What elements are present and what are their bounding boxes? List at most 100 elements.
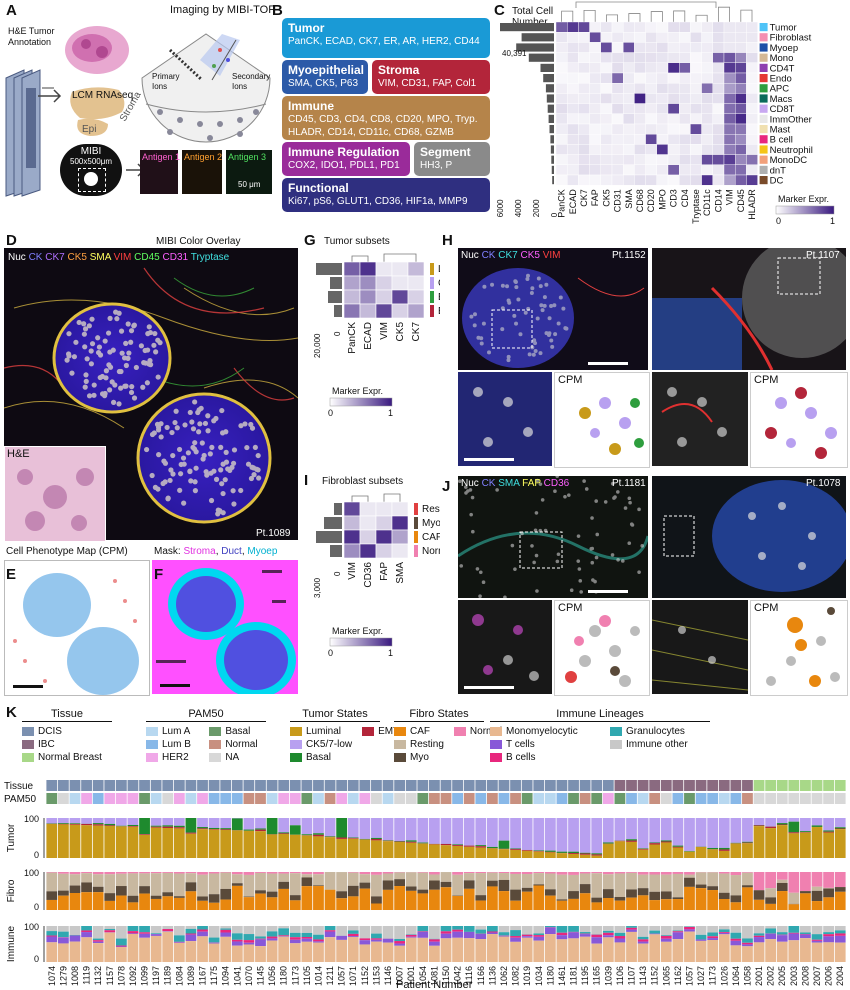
immune-seg — [730, 938, 742, 941]
immune-seg — [765, 926, 777, 929]
immune-seg — [765, 933, 777, 940]
heat-cell — [701, 164, 714, 176]
tumor-seg — [486, 818, 498, 847]
heat-cell — [746, 32, 758, 43]
tumor-seg — [115, 825, 127, 827]
tumor-seg — [301, 834, 313, 836]
subset-count-bar — [334, 305, 342, 317]
immune-seg — [289, 932, 301, 938]
pam50-cell — [429, 793, 440, 804]
patient-tick-label: 1065 — [661, 966, 671, 986]
fibro-seg — [521, 887, 533, 892]
legend-swatch — [209, 726, 222, 736]
immune-seg — [753, 926, 765, 934]
heat-cell — [667, 164, 680, 176]
immune-seg — [672, 930, 684, 932]
tumor-seg — [150, 826, 162, 828]
fibro-seg — [834, 872, 846, 888]
fibro-seg — [626, 872, 637, 890]
pam50-cell — [788, 793, 800, 804]
immune-seg — [498, 932, 510, 936]
legend-group-tissue: Tissue DCIS IBC Normal Breast — [22, 708, 112, 764]
immune-seg — [394, 945, 406, 962]
fibro-seg — [81, 892, 92, 910]
legend-swatch — [290, 752, 302, 762]
heat-cell — [690, 113, 702, 125]
tumor-seg — [510, 849, 521, 850]
tumor-seg — [626, 818, 637, 840]
pam50-cell — [115, 793, 127, 804]
heat-cell — [566, 72, 579, 84]
heat-cell — [589, 174, 601, 186]
fibro-seg — [486, 886, 498, 910]
marker-box-body: Ki67, pS6, GLUT1, CD36, HIF1a, MMP9 — [288, 196, 468, 207]
heat-cell — [723, 21, 736, 33]
immune-seg — [185, 934, 197, 942]
patient-tick-label: 2005 — [777, 966, 787, 986]
tumor-seg — [521, 818, 533, 850]
heat-cell — [667, 123, 680, 135]
heat-cell — [645, 174, 658, 186]
cell-type-swatch — [759, 165, 768, 174]
fibro-seg — [463, 872, 475, 874]
fibro-seg — [602, 898, 614, 910]
tumor-seg — [127, 818, 139, 825]
tumor-seg — [591, 853, 603, 855]
fibro-seg — [289, 900, 301, 910]
pam50-cell — [336, 793, 348, 804]
immune-seg — [753, 937, 765, 943]
immune-seg — [521, 936, 533, 938]
fibro-seg — [429, 874, 440, 881]
channel-vim: VIM — [542, 250, 561, 261]
subset-swatch — [430, 305, 434, 317]
heat-cell — [656, 42, 669, 53]
tissue-cell — [57, 780, 69, 791]
immune-seg — [672, 932, 684, 940]
patient-tick-label: 1105 — [302, 966, 312, 985]
immune-seg — [115, 938, 127, 946]
heat-cell — [723, 93, 736, 104]
channel-ck7: CK7 — [498, 250, 521, 261]
fibro-seg — [57, 890, 69, 896]
tumor-seg — [475, 818, 487, 846]
immune-seg — [730, 932, 742, 939]
fibro-seg — [579, 873, 591, 885]
fibro-seg — [753, 872, 765, 891]
heat-cell — [375, 303, 393, 319]
tumor-seg — [139, 834, 150, 835]
fibro-seg — [57, 873, 69, 891]
heat-cell — [600, 42, 613, 53]
tumor-seg — [197, 827, 208, 829]
fibro-seg — [220, 872, 232, 889]
fibro-seg — [510, 889, 521, 901]
immune-seg — [753, 933, 765, 936]
heat-cell — [712, 164, 725, 176]
colorbar-max: 1 — [830, 216, 835, 225]
immune-seg — [104, 926, 116, 929]
pam50-cell — [81, 793, 92, 804]
immune-seg — [405, 936, 417, 938]
immune-seg — [197, 936, 208, 962]
legend-item: IBC — [22, 738, 112, 751]
tumor-seg — [46, 818, 58, 824]
y-tick-100: 100 — [24, 922, 39, 932]
cell-type-label: Tumor — [770, 23, 797, 34]
heat-cell — [656, 32, 669, 43]
subset-label: CAF — [422, 532, 440, 543]
heat-cell — [667, 103, 680, 114]
channel-ck7: CK7 — [45, 252, 68, 263]
immune-seg — [104, 932, 116, 962]
tumor-seg — [742, 818, 753, 842]
tissue-cell — [313, 780, 324, 791]
heat-cell — [578, 21, 590, 33]
legend-item: CK5/7-low — [290, 738, 352, 751]
row-label-tissue: Tissue — [4, 781, 34, 792]
primary-ions-label: Primary Ions — [152, 72, 180, 91]
immune-seg — [742, 946, 753, 962]
heat-cell — [701, 21, 714, 33]
heat-cell — [667, 174, 680, 186]
fibro-seg — [463, 873, 475, 881]
mibi-tof-diagram — [141, 33, 271, 143]
immune-seg — [278, 935, 290, 937]
axis-tick: 2000 — [532, 199, 541, 217]
